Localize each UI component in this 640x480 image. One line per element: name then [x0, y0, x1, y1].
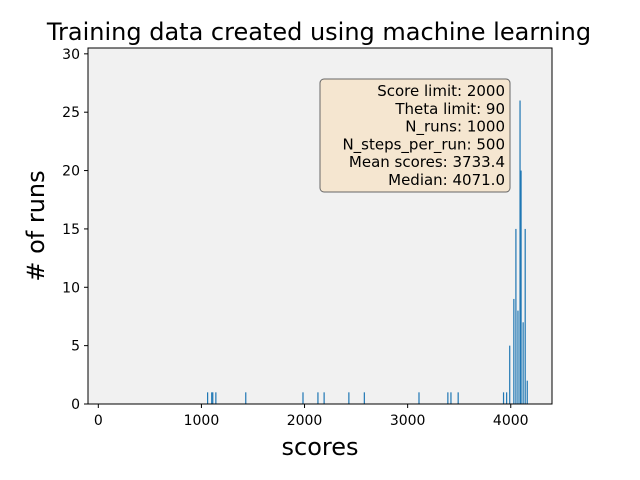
- x-axis-ticks: 0 1000 2000 3000 4000: [94, 404, 529, 429]
- y-tick-label: 30: [62, 47, 80, 63]
- histogram-bar: [506, 392, 508, 404]
- y-tick-label: 10: [62, 280, 80, 296]
- y-tick-label: 20: [62, 164, 80, 180]
- info-line: Theta limit: 90: [394, 100, 505, 118]
- x-tick-label: 1000: [184, 413, 220, 429]
- y-tick-label: 5: [71, 339, 80, 355]
- histogram-bar: [215, 392, 217, 404]
- y-axis-label: # of runs: [22, 170, 50, 281]
- histogram-bar: [211, 392, 213, 404]
- histogram-bar: [450, 392, 452, 404]
- histogram-bar: [363, 392, 365, 404]
- bars-group: [207, 100, 528, 405]
- x-tick-label: 0: [94, 413, 103, 429]
- plot-frame: [87, 47, 553, 405]
- histogram-bar: [207, 392, 209, 404]
- histogram-bar: [302, 392, 304, 404]
- x-tick-label: 3000: [390, 413, 426, 429]
- histogram-bar: [515, 228, 517, 404]
- x-tick-label: 2000: [287, 413, 323, 429]
- info-box-background: [319, 78, 511, 193]
- histogram-bar: [317, 392, 319, 404]
- info-line: Median: 4071.0: [388, 171, 505, 189]
- histogram-bar: [457, 392, 459, 404]
- histogram-bar: [348, 392, 350, 404]
- histogram-bar: [513, 298, 515, 404]
- y-axis-ticks: 0 5 10 15 20 25 30: [62, 47, 88, 413]
- chart-title: Training data created using machine lear…: [46, 18, 591, 46]
- histogram-bar: [522, 322, 524, 404]
- histogram-bar: [517, 310, 519, 404]
- histogram-bar: [245, 392, 247, 404]
- histogram-bar: [447, 392, 449, 404]
- histogram-bar: [212, 392, 214, 404]
- info-line: Mean scores: 3733.4: [349, 153, 505, 171]
- histogram-bar: [526, 380, 528, 404]
- x-tick-label: 4000: [493, 413, 529, 429]
- info-line: Score limit: 2000: [377, 82, 505, 100]
- y-tick-label: 15: [62, 222, 80, 238]
- histogram-bar: [418, 392, 420, 404]
- y-tick-label: 0: [71, 397, 80, 413]
- y-tick-label: 25: [62, 105, 80, 121]
- info-line: N_runs: 1000: [405, 118, 505, 137]
- info-line: N_steps_per_run: 500: [342, 135, 505, 154]
- x-axis-label: scores: [282, 433, 359, 461]
- histogram-bar: [520, 170, 522, 404]
- histogram-bar: [524, 228, 526, 404]
- histogram-bar: [519, 100, 521, 405]
- histogram-bar: [323, 392, 325, 404]
- histogram-bar: [509, 345, 511, 404]
- histogram-bar: [502, 392, 505, 404]
